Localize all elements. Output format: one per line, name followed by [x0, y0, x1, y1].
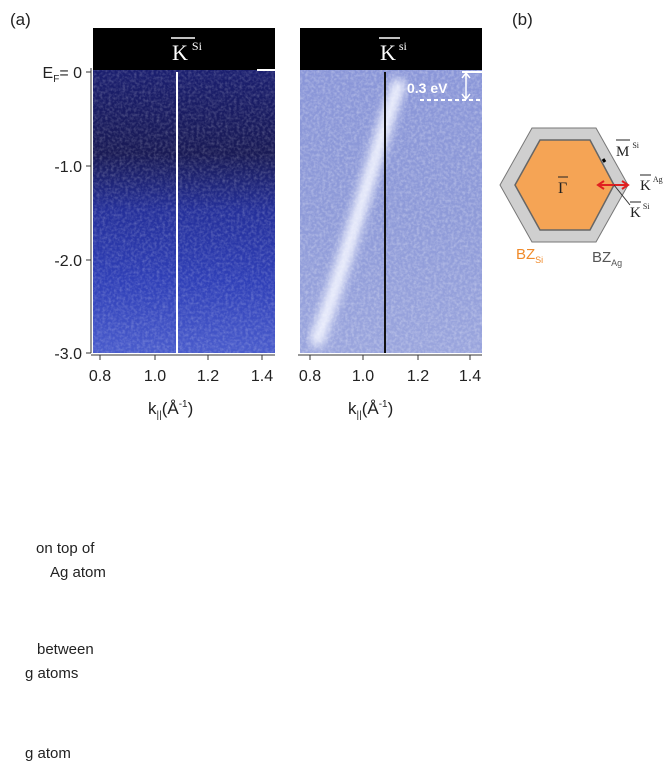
- y-axis: EF= 0 -1.0 -2.0 -3.0: [43, 65, 83, 363]
- x-tick-label: 1.0: [352, 368, 374, 385]
- captions: on top of Ag atom between g atoms g atom: [25, 540, 106, 762]
- x-tick-label: 1.4: [459, 368, 481, 385]
- x-tick-label: 0.8: [89, 368, 111, 385]
- bz-ag-label: BZAg: [592, 249, 622, 268]
- bz-si-label: BZSi: [516, 246, 543, 265]
- x-tick-label: 1.2: [407, 368, 429, 385]
- panel-label: (b): [512, 10, 533, 29]
- x-tick-label: 1.0: [144, 368, 166, 385]
- caption: g atoms: [25, 665, 78, 682]
- y-tick-label: -2.0: [54, 253, 82, 270]
- x-axis-label: k||(Å-1): [148, 399, 193, 421]
- caption: on top of: [36, 540, 95, 557]
- x-tick-label: 0.8: [299, 368, 321, 385]
- y-tick-label: -3.0: [54, 346, 82, 363]
- caption: Ag atom: [50, 564, 106, 581]
- x-tick-label: 1.2: [197, 368, 219, 385]
- y-tick-label: EF= 0: [43, 65, 83, 85]
- figure: (a) (b) KSi Ksi 0.3 eV EF= 0 -1.0 -2.0 -…: [0, 0, 664, 763]
- caption: g atom: [25, 745, 71, 762]
- panel-label: (a): [10, 10, 31, 29]
- x-tick-label: 1.4: [251, 368, 273, 385]
- gap-label: 0.3 eV: [407, 80, 448, 96]
- x-axis-label: k||(Å-1): [348, 399, 393, 421]
- image-noise: [300, 68, 482, 353]
- image-noise: [93, 68, 275, 353]
- y-tick-label: -1.0: [54, 159, 82, 176]
- m-point: [603, 159, 605, 162]
- caption: between: [37, 641, 94, 658]
- x-axis: 0.8 1.0 1.2 1.4 0.8 1.0 1.2 1.4: [89, 368, 481, 385]
- gamma-label: Γ: [558, 180, 567, 197]
